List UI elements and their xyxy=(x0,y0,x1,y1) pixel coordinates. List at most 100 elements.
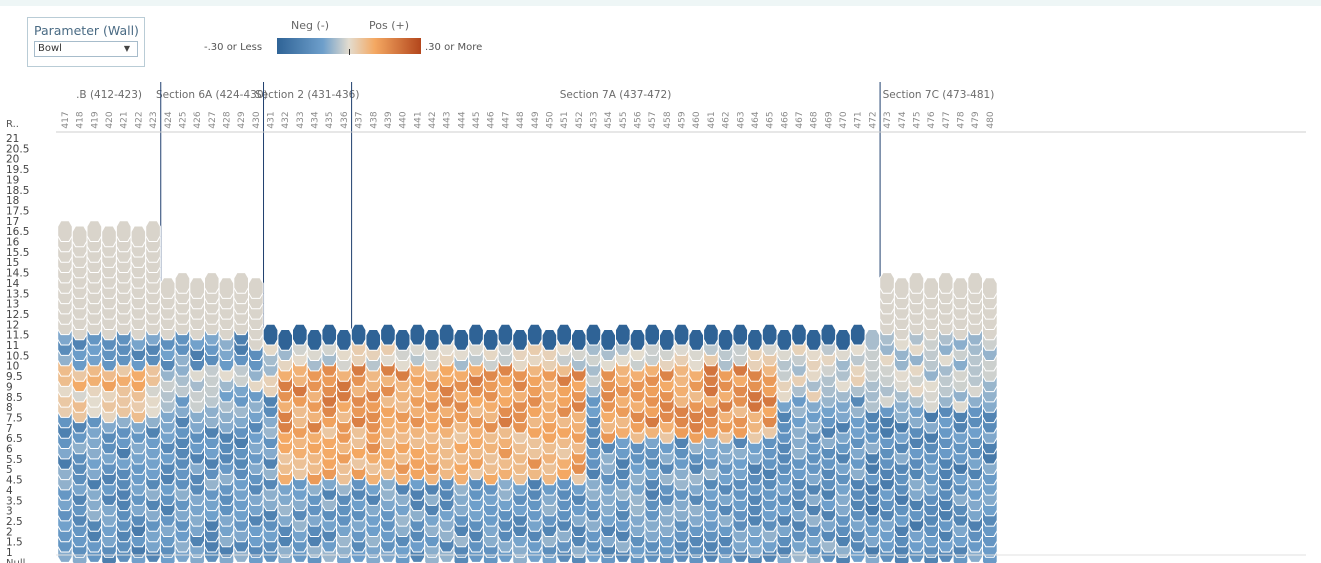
heatmap-cell xyxy=(424,329,440,351)
heatmap-cell xyxy=(306,329,323,351)
column-label: 475 xyxy=(912,111,922,128)
column-label: 464 xyxy=(751,111,761,128)
y-tick-label: 8.5 xyxy=(6,392,23,404)
y-tick-label: 9.5 xyxy=(6,371,23,383)
y-tick-label: 12.5 xyxy=(6,309,29,321)
column-label: 428 xyxy=(222,111,232,128)
section-header: Section 6A (424-430) xyxy=(156,89,268,101)
y-tick-label: 4 xyxy=(6,485,13,497)
column-label: 418 xyxy=(76,111,86,128)
legend-max-label: .30 or More xyxy=(425,42,483,53)
column-label: 434 xyxy=(311,111,321,128)
column-label: 451 xyxy=(560,111,570,128)
y-tick-label: 8 xyxy=(6,402,13,414)
y-tick-label: 13.5 xyxy=(6,288,29,300)
section-header: Section 7A (437-472) xyxy=(560,89,672,101)
section-header: Section 2 (431-436) xyxy=(255,89,359,101)
heatmap-cell xyxy=(130,225,147,248)
heatmap-cell xyxy=(835,329,851,351)
heatmap-cell xyxy=(967,272,983,294)
y-tick-label: 6 xyxy=(6,444,13,456)
heatmap-cell xyxy=(571,329,587,351)
heatmap-cell xyxy=(468,323,484,346)
heatmap-cell xyxy=(394,329,411,351)
y-tick-label: 4.5 xyxy=(6,475,23,487)
heatmap-cell xyxy=(438,323,455,346)
y-tick-label: 16 xyxy=(6,237,20,249)
y-tick-label: 1.5 xyxy=(6,537,23,549)
heatmap-cell xyxy=(952,277,969,299)
heatmap-cell xyxy=(86,220,103,242)
column-label: 448 xyxy=(516,111,526,128)
heatmap-cell xyxy=(923,277,939,299)
heatmap-cell xyxy=(71,225,88,248)
heatmap-cell xyxy=(380,323,396,346)
y-tick-label: 1 xyxy=(6,547,13,559)
y-tick-label: 20.5 xyxy=(6,143,29,155)
heatmap-cell xyxy=(776,329,793,351)
y-tick-label: 9 xyxy=(6,381,13,393)
column-label: 465 xyxy=(766,111,776,128)
legend-zero-tick xyxy=(349,49,350,55)
y-tick-label: 17 xyxy=(6,216,19,228)
y-tick-label: 15 xyxy=(6,257,19,269)
column-label: 461 xyxy=(707,111,717,128)
y-tick-label: 2 xyxy=(6,526,13,538)
y-tick-label: 20 xyxy=(6,154,19,166)
column-label: 439 xyxy=(384,111,394,128)
y-tick-label: 19.5 xyxy=(6,164,29,176)
column-label: 472 xyxy=(868,111,878,128)
heatmap-cell xyxy=(717,329,734,351)
y-tick-label: 7 xyxy=(6,423,13,435)
heatmap-cell xyxy=(204,272,220,294)
column-label: 460 xyxy=(692,111,702,128)
row-header-label: R.. xyxy=(6,119,19,130)
y-tick-label: 3 xyxy=(6,506,13,518)
heatmap-cell xyxy=(747,329,763,351)
column-label: 452 xyxy=(575,111,585,128)
column-label: 436 xyxy=(340,111,350,128)
column-label: 444 xyxy=(457,111,467,128)
y-tick-label: 3.5 xyxy=(6,495,23,507)
heatmap-cell xyxy=(145,220,161,242)
column-label: 442 xyxy=(428,111,438,128)
heatmap-cell xyxy=(879,272,895,294)
heatmap-cell xyxy=(159,277,176,299)
column-label: 422 xyxy=(134,111,144,128)
legend-pos-label: Pos (+) xyxy=(369,19,409,32)
column-label: 458 xyxy=(663,111,673,128)
column-label: 426 xyxy=(193,111,203,128)
column-label: 438 xyxy=(369,111,379,128)
chevron-down-icon: ▼ xyxy=(123,44,130,53)
heatmap-cell xyxy=(673,323,690,346)
column-label: 462 xyxy=(722,111,732,128)
heatmap-cell xyxy=(233,272,249,294)
heatmap-cell xyxy=(482,329,499,351)
parameter-title: Parameter (Wall) xyxy=(34,23,139,38)
heatmap-cell xyxy=(453,329,470,351)
column-label: 467 xyxy=(795,111,805,128)
column-label: 453 xyxy=(589,111,599,128)
column-label: 471 xyxy=(854,111,864,128)
parameter-dropdown[interactable]: Bowl ▼ xyxy=(34,41,138,57)
y-tick-label: 11.5 xyxy=(6,330,29,342)
heatmap-cell xyxy=(189,277,205,299)
heatmap-cell xyxy=(262,323,279,346)
y-tick-label: 19 xyxy=(6,174,19,186)
legend-neg-label: Neg (-) xyxy=(291,19,330,32)
heatmap-cell xyxy=(277,329,293,351)
column-label: 450 xyxy=(545,111,555,128)
heatmap-cell xyxy=(732,323,749,346)
column-label: 423 xyxy=(149,111,159,128)
heatmap-cell xyxy=(805,329,822,351)
column-label: 449 xyxy=(531,111,541,128)
heatmap-cell xyxy=(409,323,426,346)
column-label: 454 xyxy=(604,111,614,128)
column-label: 476 xyxy=(927,111,937,128)
heatmap-cell xyxy=(849,323,866,346)
column-label: 474 xyxy=(898,111,908,128)
column-label: 425 xyxy=(178,111,188,128)
column-label: 466 xyxy=(780,111,790,128)
parameter-selected-value: Bowl xyxy=(38,43,62,54)
heatmap-cell xyxy=(292,323,308,346)
